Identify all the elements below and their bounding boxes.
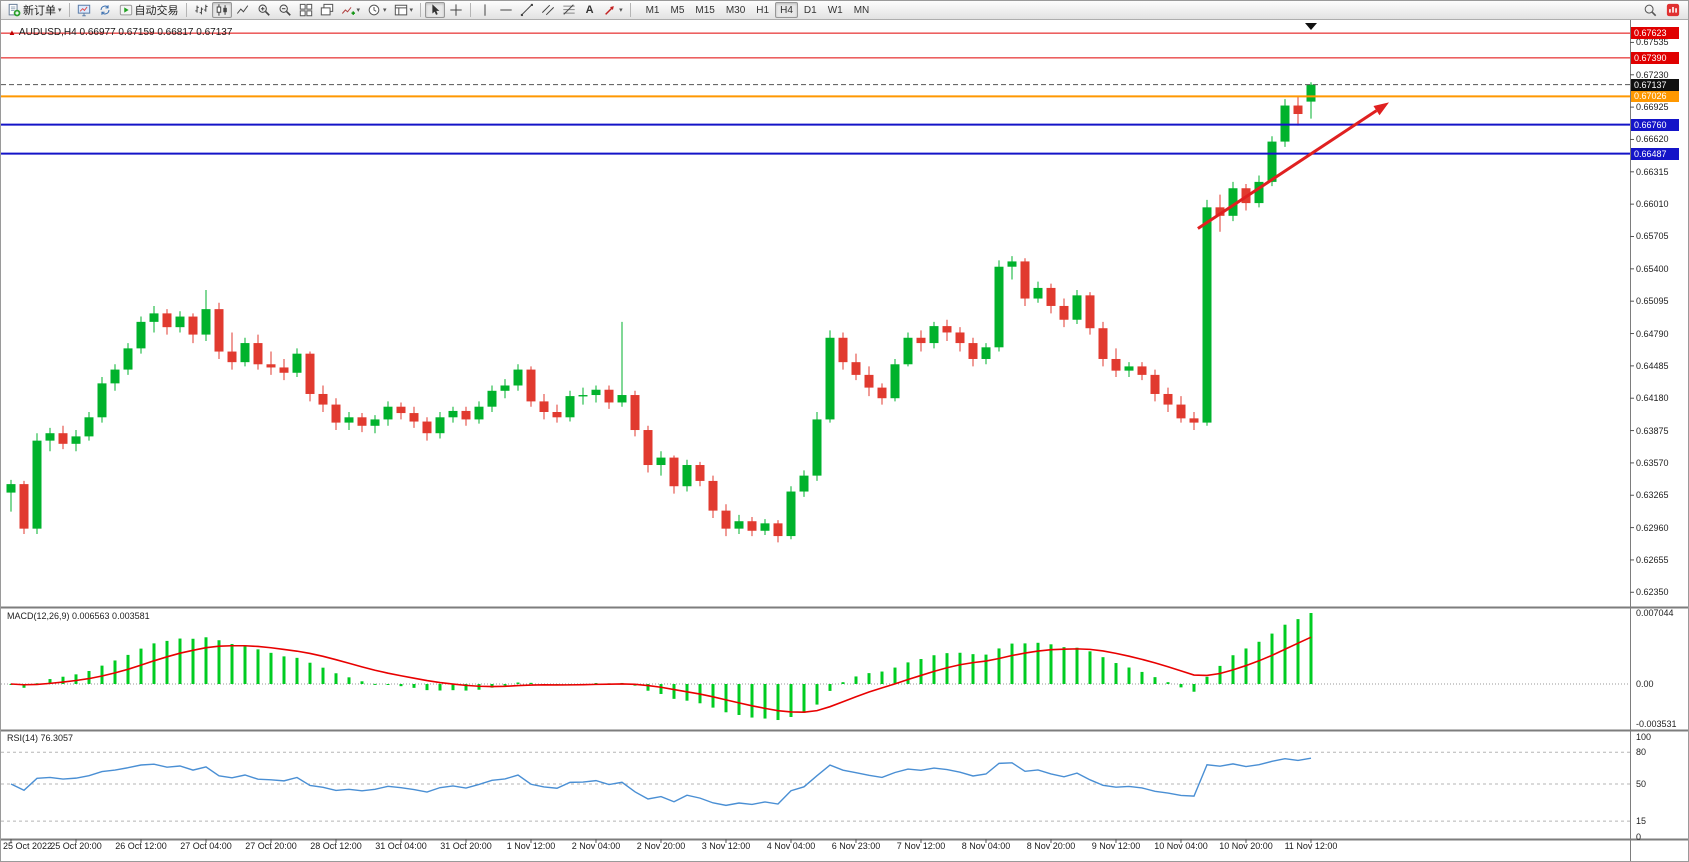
auto-trading-icon — [119, 3, 133, 17]
cursor-button[interactable] — [425, 2, 446, 18]
templates-button[interactable]: ▾ — [391, 2, 417, 18]
toolbar-separator — [68, 3, 70, 17]
macd-signal-line — [10, 636, 1312, 713]
toolbar-separator — [470, 3, 472, 17]
toolbar-separator — [185, 3, 187, 17]
crosshair-button[interactable] — [446, 2, 466, 18]
timeframe-button-m1[interactable]: M1 — [645, 4, 660, 16]
candlestick-chart-button[interactable] — [211, 2, 232, 18]
chevron-down-icon: ▾ — [383, 6, 387, 14]
zoom-out-button[interactable] — [275, 2, 295, 18]
new-order-icon — [7, 3, 21, 17]
zoom-in-icon — [257, 3, 271, 17]
chevron-down-icon: ▾ — [619, 6, 623, 14]
trend-arrow[interactable] — [1197, 102, 1389, 230]
channel-button[interactable] — [538, 2, 558, 18]
channel-icon — [541, 3, 555, 17]
vertical-line-icon — [478, 3, 492, 17]
timeframe-group: M1 M5 M15 M30 H1 H4 D1 W1 MN — [641, 2, 875, 18]
indicators-button[interactable]: ▾ — [338, 2, 364, 18]
arrow-shape-icon — [603, 3, 617, 17]
new-order-button[interactable]: 新订单 ▾ — [4, 2, 65, 18]
horizontal-line-icon — [499, 3, 513, 17]
horizontal-line-button[interactable] — [496, 2, 516, 18]
candlestick-icon — [215, 3, 229, 17]
text-tool-icon: A — [585, 4, 594, 16]
timeframe-button-m30[interactable]: M30 — [725, 4, 746, 16]
chart-area[interactable]: ▲ AUDUSD,H4 0.66977 0.67159 0.66817 0.671… — [1, 20, 1689, 862]
timeframe-button-m15[interactable]: M15 — [695, 4, 715, 16]
trendline-icon — [520, 3, 534, 17]
auto-trading-button[interactable]: 自动交易 — [116, 2, 182, 18]
toolbar-separator — [629, 3, 631, 17]
chevron-down-icon: ▾ — [409, 6, 414, 14]
rsi-line — [10, 757, 1312, 807]
toolbar-separator — [420, 3, 422, 17]
tile-windows-icon — [299, 3, 313, 17]
panel-frame — [1, 20, 1688, 861]
cascade-windows-icon — [320, 3, 334, 17]
alert-icon — [1666, 3, 1680, 17]
line-chart-button[interactable] — [233, 2, 253, 18]
zoom-out-icon — [278, 3, 292, 17]
profiles-icon — [98, 3, 112, 17]
search-icon — [1643, 3, 1657, 17]
crosshair-icon — [449, 3, 463, 17]
timeframe-button-m5[interactable]: M5 — [670, 4, 685, 16]
horizontal-lines-layer[interactable] — [1, 32, 1630, 155]
alerts-button[interactable] — [1663, 2, 1683, 18]
profiles-button[interactable] — [95, 2, 115, 18]
new-order-label: 新订单 — [23, 5, 56, 17]
text-tool-button[interactable]: A — [580, 2, 599, 18]
timeframe-button-d1[interactable]: D1 — [803, 4, 817, 16]
clock-icon — [367, 3, 381, 17]
templates-icon — [394, 3, 408, 17]
price-chart-canvas[interactable] — [1, 20, 1689, 862]
chevron-down-icon: ▾ — [58, 6, 62, 14]
chevron-down-icon: ▾ — [356, 6, 361, 14]
new-chart-icon — [77, 3, 91, 17]
timeframe-button-mn[interactable]: MN — [853, 4, 870, 16]
cursor-icon — [428, 3, 442, 17]
tile-windows-button[interactable] — [296, 2, 316, 18]
auto-trading-label: 自动交易 — [134, 5, 179, 17]
candles-layer — [6, 82, 1316, 543]
timeframe-button-h1[interactable]: H1 — [756, 4, 770, 16]
search-button[interactable] — [1640, 2, 1660, 18]
zoom-in-button[interactable] — [254, 2, 274, 18]
fibonacci-button[interactable] — [559, 2, 579, 18]
arrows-tool-button[interactable]: ▾ — [600, 2, 626, 18]
cascade-windows-button[interactable] — [317, 2, 337, 18]
new-chart-button[interactable] — [74, 2, 94, 18]
macd-histogram-layer — [9, 613, 1313, 721]
bar-chart-button[interactable] — [191, 2, 211, 18]
periods-button[interactable]: ▾ — [364, 2, 390, 18]
timeframe-button-h4[interactable]: H4 — [775, 2, 798, 18]
toolbar: 新订单 ▾ 自动交易 ▾ ▾ ▾ A ▾ M1 M5 M15 M30 H1 H4 D1 — [1, 1, 1688, 20]
trendline-button[interactable] — [517, 2, 537, 18]
vertical-line-button[interactable] — [475, 2, 495, 18]
toolbar-right-group — [1640, 2, 1685, 18]
fibonacci-icon — [562, 3, 576, 17]
timeframe-button-w1[interactable]: W1 — [827, 4, 843, 16]
bar-chart-icon — [194, 3, 208, 17]
indicators-icon — [341, 3, 355, 17]
line-chart-icon — [236, 3, 250, 17]
shift-marker[interactable] — [1305, 23, 1317, 30]
